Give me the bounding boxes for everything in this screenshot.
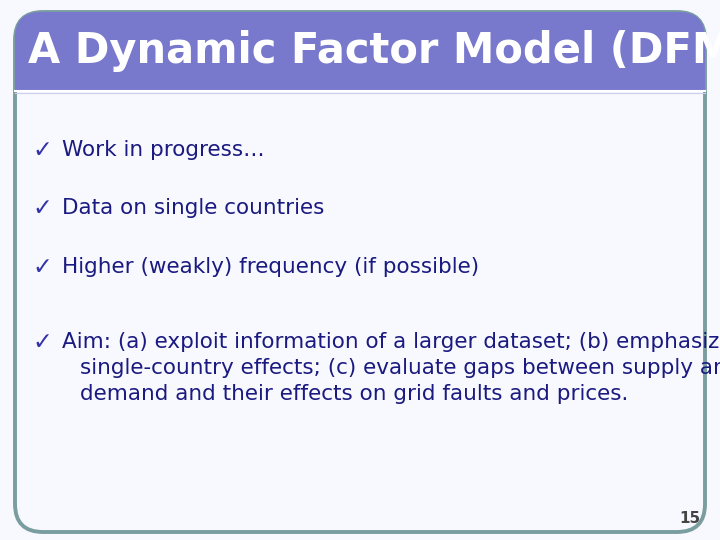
Text: 15: 15 — [679, 511, 700, 526]
Text: ✓: ✓ — [32, 330, 52, 354]
Text: ✓: ✓ — [32, 255, 52, 279]
Bar — [15, 51, 705, 90]
FancyBboxPatch shape — [15, 12, 705, 90]
Text: Data on single countries: Data on single countries — [62, 198, 325, 218]
Text: Work in progress…: Work in progress… — [62, 140, 265, 160]
Text: single-country effects; (c) evaluate gaps between supply and: single-country effects; (c) evaluate gap… — [80, 358, 720, 378]
Text: Higher (weakly) frequency (if possible): Higher (weakly) frequency (if possible) — [62, 257, 479, 277]
Text: ✓: ✓ — [32, 196, 52, 220]
FancyBboxPatch shape — [15, 12, 705, 532]
Text: ✓: ✓ — [32, 138, 52, 162]
Text: A Dynamic Factor Model (DFM): A Dynamic Factor Model (DFM) — [28, 30, 720, 72]
Text: demand and their effects on grid faults and prices.: demand and their effects on grid faults … — [80, 384, 629, 404]
Text: Aim: (a) exploit information of a larger dataset; (b) emphasize: Aim: (a) exploit information of a larger… — [62, 332, 720, 352]
